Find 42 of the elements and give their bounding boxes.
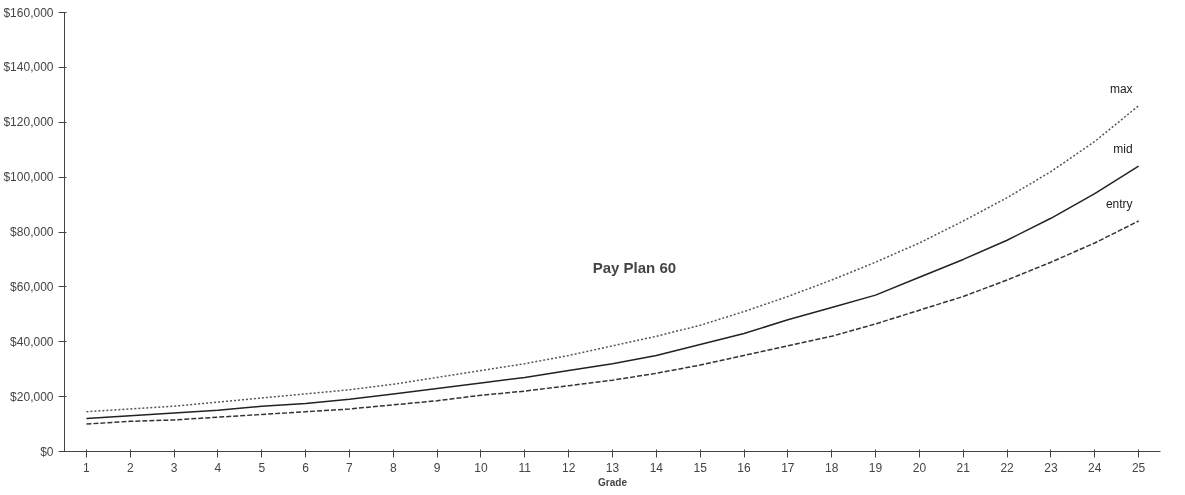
x-tick-label: 14: [649, 460, 664, 475]
x-tick-label: 17: [781, 460, 795, 475]
x-tick-label: 12: [561, 460, 576, 475]
y-tick-label: $60,000: [10, 279, 54, 294]
series-label: entry: [1105, 197, 1133, 212]
x-tick-label: 4: [214, 460, 222, 475]
x-tick-label: 8: [389, 460, 397, 475]
x-tick-label: 25: [1131, 460, 1146, 475]
y-tick-label: $80,000: [10, 225, 54, 239]
annotation: Pay Plan 60: [592, 258, 677, 276]
x-tick-label: 2: [126, 460, 134, 475]
x-tick-label: 1: [83, 460, 91, 475]
x-tick-label: 23: [1044, 460, 1058, 475]
series-label: max: [1109, 81, 1133, 96]
y-tick-label: $140,000: [3, 60, 54, 75]
x-tick-label: 5: [258, 460, 266, 475]
x-tick-label: 15: [693, 460, 708, 475]
y-tick-label: $160,000: [3, 5, 54, 20]
series-label: mid: [1113, 142, 1133, 157]
line-series: [85, 105, 1140, 413]
x-tick-label: 18: [825, 460, 839, 475]
x-tick-label: 24: [1088, 460, 1102, 475]
y-tick-label: $100,000: [3, 170, 54, 185]
x-tick-label: 10: [474, 460, 488, 475]
y-tick-label: $120,000: [3, 115, 54, 130]
x-tick-label: 6: [302, 460, 310, 475]
x-tick-label: 3: [170, 460, 178, 475]
x-tick-label: 11: [518, 460, 532, 475]
x-tick-label: 19: [868, 460, 883, 475]
x-tick-label: 22: [1000, 460, 1015, 475]
x-tick-label: 20: [912, 460, 927, 475]
x-tick-label: 16: [737, 460, 752, 475]
y-tick-label: $40,000: [10, 334, 54, 349]
x-tick-label: 21: [956, 460, 971, 475]
y-tick-label: $20,000: [10, 389, 54, 404]
x-tick-label: 9: [433, 460, 441, 475]
x-axis-title: Grade: [598, 476, 628, 488]
y-tick-label: $0: [40, 444, 54, 459]
line-series: [85, 165, 1140, 420]
x-tick-label: 7: [346, 460, 354, 475]
line-series: [85, 220, 1140, 425]
x-tick-label: 13: [605, 460, 620, 475]
